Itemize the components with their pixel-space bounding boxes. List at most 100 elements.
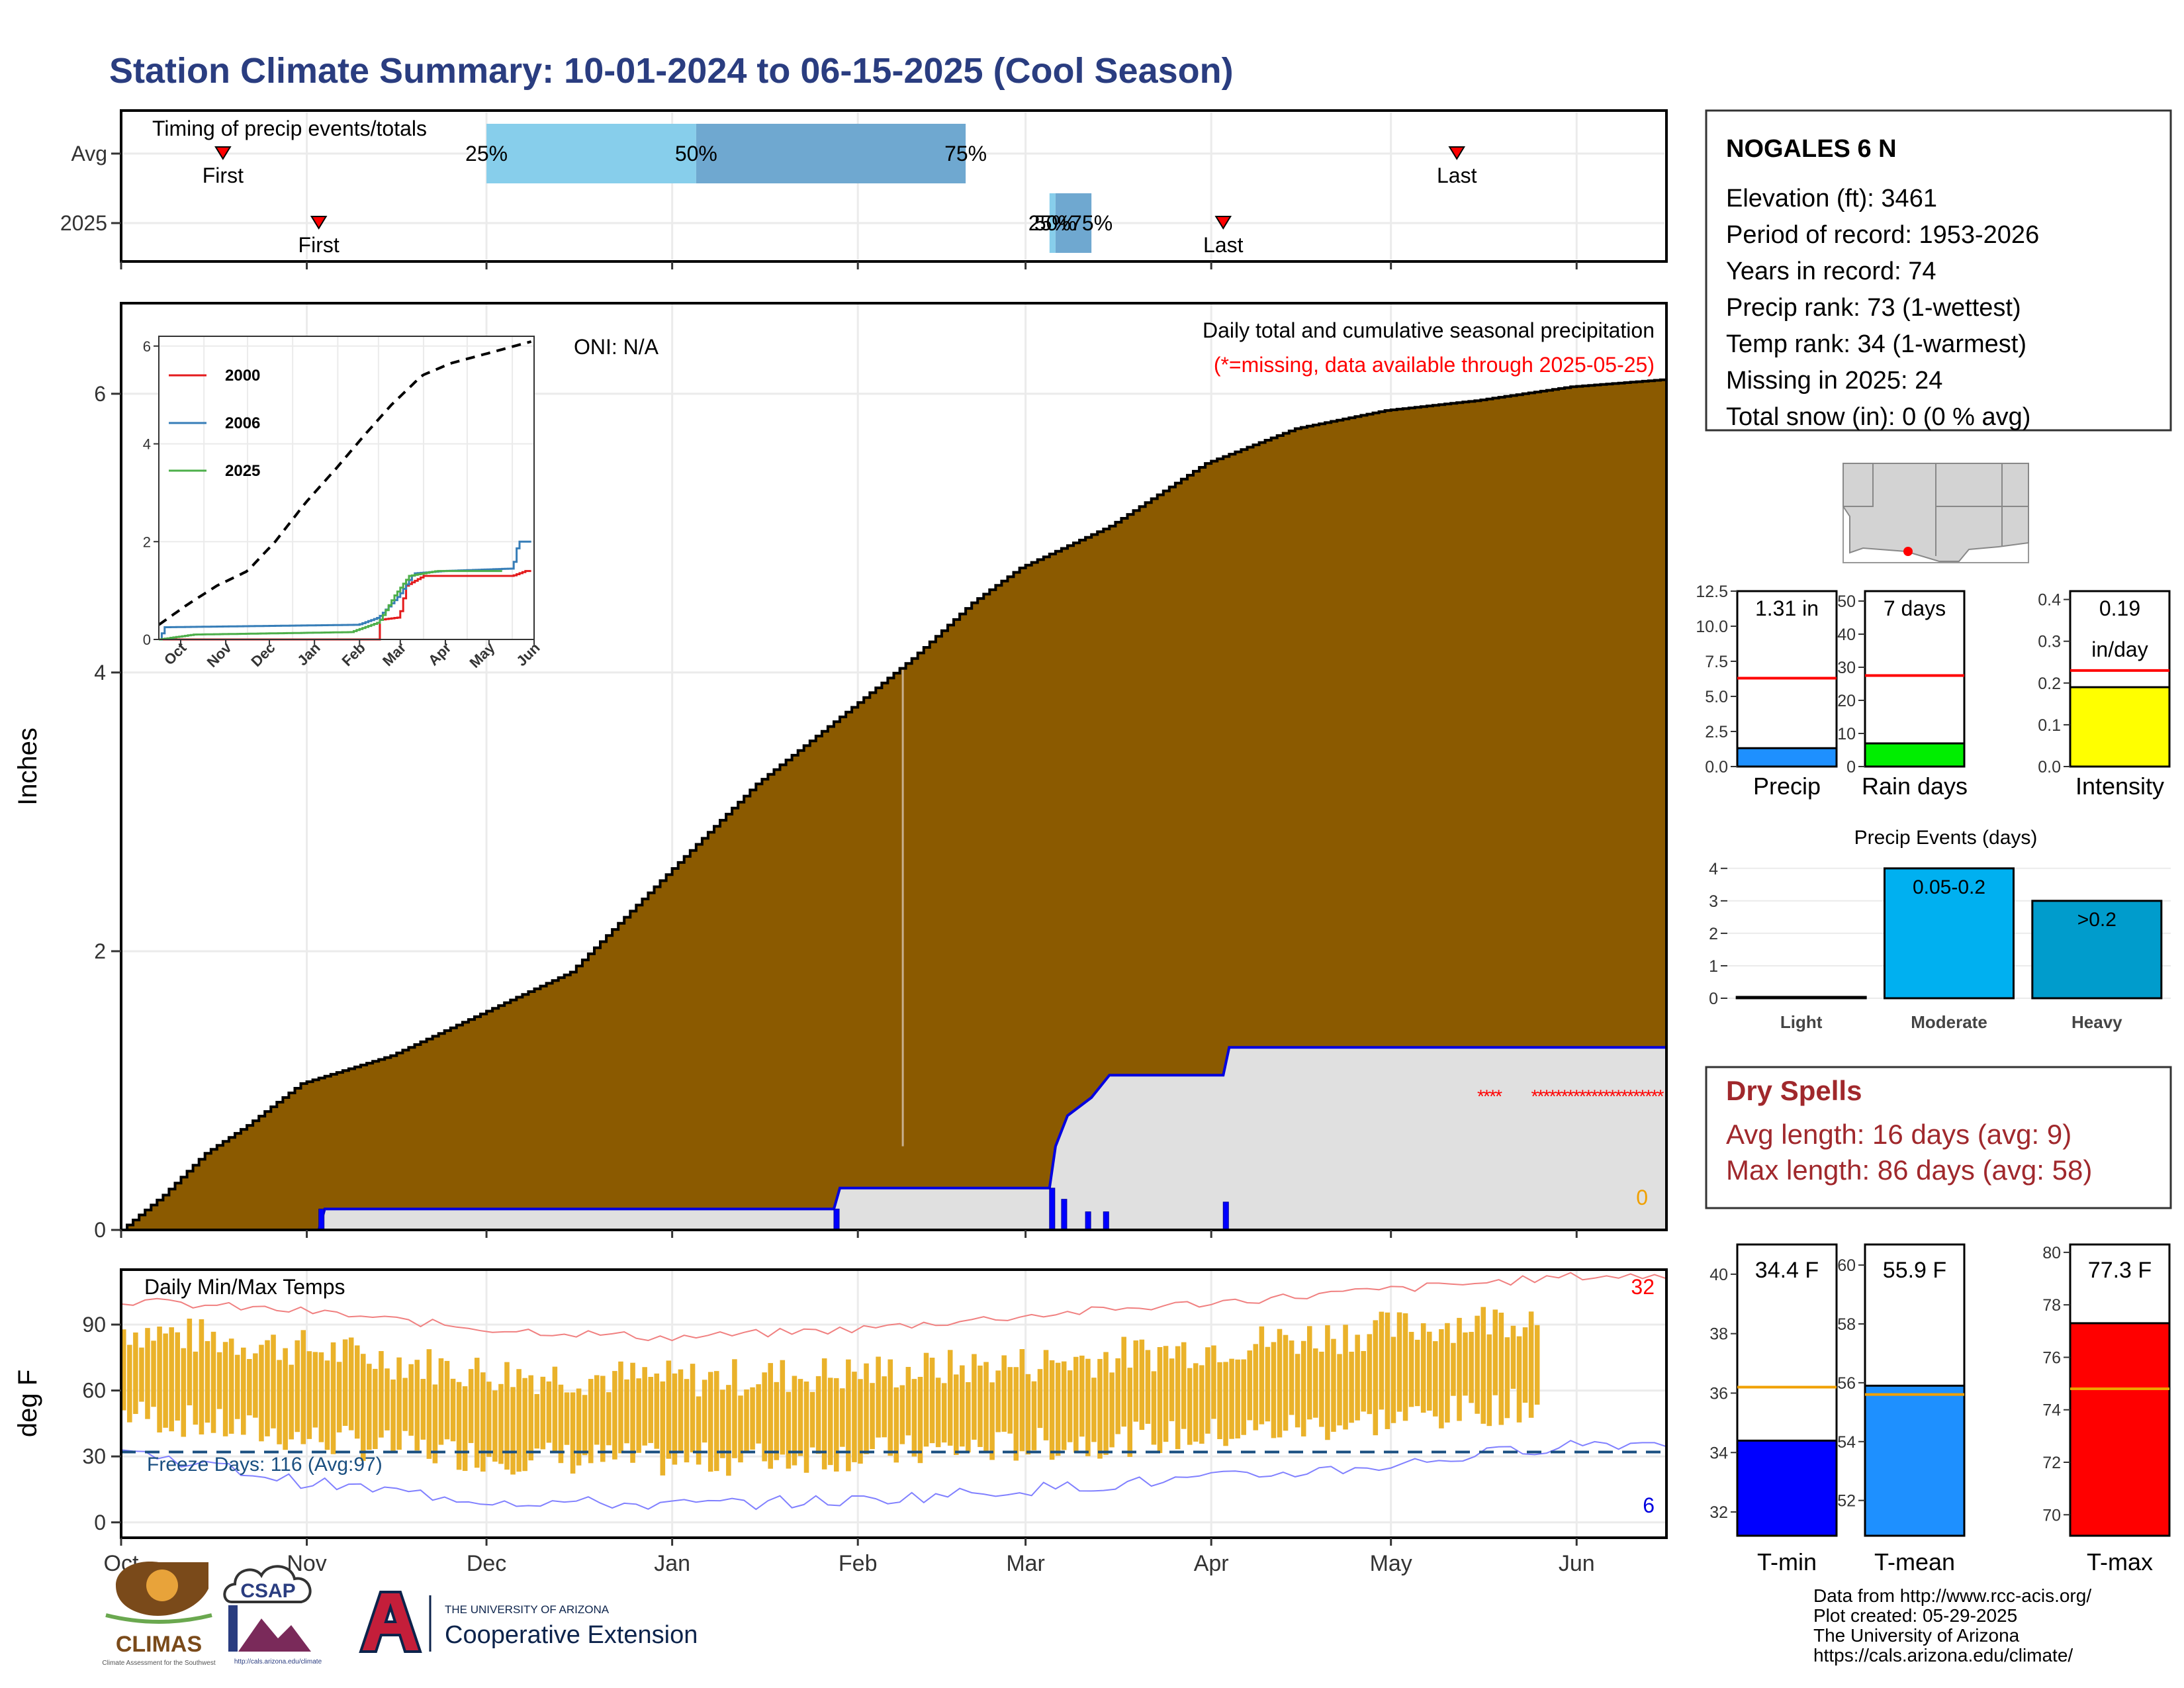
- daily-temp-bar: [438, 1358, 444, 1445]
- events-bar: [1735, 996, 1867, 1000]
- map-state-borders: [1843, 463, 2028, 556]
- temp-ytick-label: 30: [82, 1444, 106, 1468]
- daily-temp-bar: [295, 1340, 300, 1432]
- missing-day-mark: *: [1603, 1086, 1610, 1107]
- daily-temp-bar: [1420, 1323, 1426, 1413]
- daily-temp-bar: [648, 1377, 653, 1443]
- figure-title: Station Climate Summary: 10-01-2024 to 0…: [109, 51, 1234, 91]
- quartile-25-label: 25%: [1028, 211, 1071, 235]
- daily-temp-bar: [151, 1340, 156, 1407]
- daily-temp-bar: [750, 1387, 755, 1450]
- daily-temp-bar: [265, 1340, 270, 1436]
- daily-temp-bar: [696, 1396, 702, 1465]
- daily-temp-bar: [354, 1345, 360, 1439]
- mini-panel-value-bar: [1864, 1384, 1966, 1537]
- daily-temp-bar: [420, 1379, 426, 1440]
- mini-panel-value-label: 0.19: [2099, 596, 2140, 620]
- missing-data-marks: **** **********************: [1477, 1086, 1664, 1107]
- daily-temp-bar: [1325, 1325, 1330, 1440]
- missing-day-mark: *: [1657, 1086, 1664, 1107]
- footer-credit-line: Data from http://www.rcc-acis.org/: [1813, 1585, 2091, 1606]
- inset-legend: 2000 2006 2025: [169, 367, 260, 480]
- daily-temp-bar: [492, 1390, 498, 1462]
- first-event-marker: [310, 216, 328, 230]
- zero-annotation: 0: [1636, 1186, 1648, 1209]
- daily-temp-bar: [1073, 1356, 1079, 1453]
- dry-spells-box: Dry Spells Avg length: 16 days (avg: 9) …: [1705, 1066, 2172, 1209]
- missing-day-mark: *: [1651, 1086, 1658, 1107]
- mini-panel-ytick-label: 20: [1837, 692, 1856, 710]
- daily-temp-bar: [1247, 1350, 1253, 1421]
- daily-temp-bar: [1109, 1372, 1115, 1448]
- station-detail-line: Temp rank: 34 (1-warmest): [1726, 330, 2026, 358]
- mini-panel-name: Intensity: [2075, 773, 2164, 800]
- daily-temp-bar: [630, 1362, 635, 1463]
- daily-temp-bar: [815, 1376, 821, 1454]
- daily-temp-bar: [929, 1357, 935, 1444]
- daily-temp-bar: [1223, 1362, 1228, 1446]
- quartile-50-75-bar: [696, 124, 966, 183]
- missing-day-mark: *: [1573, 1086, 1580, 1107]
- daily-temp-bar: [911, 1379, 917, 1457]
- inset-frame: [158, 336, 535, 640]
- daily-temp-bar: [1037, 1369, 1043, 1429]
- daily-precip-bar: [1103, 1211, 1109, 1231]
- daily-temp-bar: [995, 1370, 1001, 1432]
- quartile-25-label: 25%: [465, 142, 508, 165]
- missing-day-mark: *: [1609, 1086, 1616, 1107]
- daily-temp-bar: [1528, 1311, 1534, 1418]
- footer: CLIMAS Climate Assessment for the Southw…: [102, 1562, 2091, 1667]
- quartile-50-label: 50%: [675, 142, 717, 165]
- missing-day-mark: *: [1483, 1086, 1490, 1107]
- daily-temp-bar: [960, 1365, 965, 1447]
- csap-cloud: [223, 1565, 312, 1603]
- mini-panel-name: T-max: [2087, 1548, 2153, 1575]
- legend-label: 2006: [225, 414, 260, 432]
- precip-xticks: [120, 1230, 1578, 1238]
- daily-temp-bar: [713, 1371, 719, 1472]
- footer-credit-line: https://cals.arizona.edu/climate/: [1813, 1645, 2073, 1665]
- daily-temp-bar: [684, 1379, 690, 1463]
- daily-temp-bar: [1007, 1367, 1013, 1434]
- record-high-line: [120, 1272, 1667, 1342]
- inset-ytick-label: 4: [143, 436, 151, 453]
- daily-temp-bar: [876, 1356, 881, 1438]
- daily-temp-bar: [887, 1359, 893, 1456]
- daily-temp-bar: [821, 1358, 827, 1470]
- daily-precip-bar: [1049, 1188, 1056, 1231]
- precip-ytick-label: 4: [94, 661, 106, 684]
- daily-temp-bar: [1355, 1335, 1360, 1421]
- daily-temp-bar: [618, 1361, 623, 1454]
- mini-panel-value-bar: [2069, 686, 2171, 768]
- daily-temp-bar: [852, 1372, 857, 1462]
- daily-temp-bar: [1103, 1352, 1109, 1455]
- daily-temp-bar: [540, 1376, 546, 1450]
- hot-count: 32: [1631, 1275, 1655, 1299]
- daily-temp-bar: [702, 1380, 707, 1443]
- daily-temp-bar: [1396, 1312, 1402, 1412]
- mini-panel-value-unit: in/day: [2091, 637, 2148, 661]
- month-label: Feb: [839, 1551, 878, 1576]
- daily-temp-bar: [336, 1362, 342, 1432]
- mini-panel-value-label: 7 days: [1884, 596, 1946, 620]
- daily-temp-bar: [606, 1392, 612, 1446]
- events-ytick-label: 0: [1709, 990, 1718, 1008]
- daily-temp-bar: [989, 1382, 995, 1460]
- daily-temp-bar: [786, 1391, 792, 1469]
- daily-temp-bar: [199, 1319, 205, 1434]
- last-event-marker: [1214, 216, 1232, 230]
- daily-precip-bar: [1222, 1201, 1229, 1231]
- daily-temp-bar: [222, 1342, 228, 1436]
- daily-temp-bar: [1229, 1358, 1234, 1439]
- climas-tagline: Climate Assessment for the Southwest: [102, 1660, 215, 1667]
- mini-panel-ytick-label: 70: [2042, 1506, 2061, 1524]
- mini-panel-ytick-label: 52: [1837, 1492, 1856, 1511]
- daily-temp-bar: [1414, 1339, 1420, 1407]
- daily-temp-bar: [324, 1360, 330, 1450]
- daily-temp-bar: [809, 1391, 815, 1448]
- daily-temp-bar: [318, 1352, 324, 1442]
- daily-temp-bar: [241, 1347, 246, 1435]
- daily-temp-bar: [1151, 1371, 1157, 1445]
- climas-sun: [146, 1570, 178, 1601]
